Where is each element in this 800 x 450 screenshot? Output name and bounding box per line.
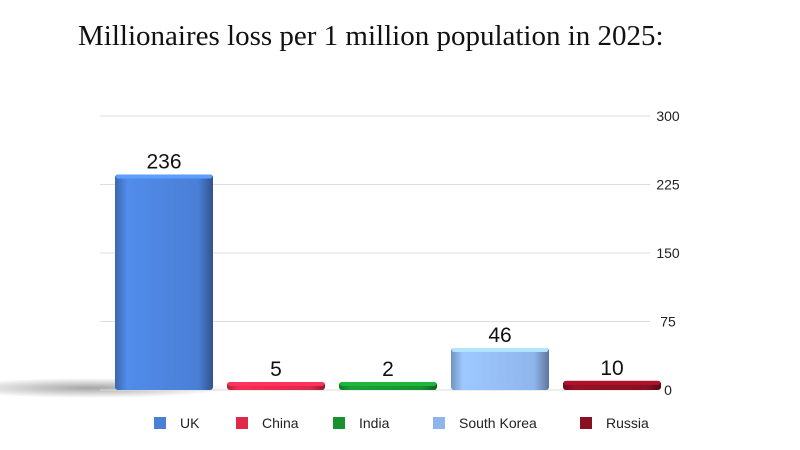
legend-label: China	[262, 415, 299, 431]
legend-swatch	[333, 417, 345, 429]
y-tick-label: 150	[656, 245, 680, 261]
data-label: 236	[146, 150, 181, 173]
data-label: 5	[270, 358, 282, 381]
legend-label: India	[359, 415, 390, 431]
legend-label: Russia	[606, 415, 649, 431]
legend-item: India	[333, 415, 389, 431]
legend-item: UK	[154, 415, 199, 431]
data-label: 46	[488, 324, 511, 347]
y-tick-label: 0	[664, 382, 672, 398]
bar-chart: 0 75 150 225 300 236 5 2 46 10	[0, 108, 680, 398]
bar-south-korea	[451, 347, 549, 390]
legend-swatch	[580, 417, 592, 429]
bar-top-highlight	[116, 174, 212, 179]
legend-item: Russia	[580, 415, 649, 431]
bar-top-highlight	[452, 347, 548, 352]
legend-label: UK	[180, 415, 200, 431]
legend-item: China	[236, 415, 299, 431]
y-tick-label: 75	[660, 314, 676, 330]
legend-swatch	[433, 417, 445, 429]
legend-label: South Korea	[459, 415, 537, 431]
data-label: 10	[600, 357, 623, 380]
chart-title: Millionaires loss per 1 million populati…	[78, 20, 664, 52]
data-label: 2	[382, 358, 394, 381]
legend: UK China India South Korea Russia	[0, 415, 800, 437]
y-tick-label: 225	[656, 177, 680, 193]
legend-item: South Korea	[433, 415, 537, 431]
y-tick-label: 300	[656, 108, 680, 124]
legend-swatch	[236, 417, 248, 429]
bar-uk	[115, 174, 213, 390]
bar-top-highlight	[564, 380, 660, 385]
bar-top-highlight	[228, 382, 324, 386]
legend-swatch	[154, 417, 166, 429]
bar-top-highlight	[340, 382, 436, 386]
